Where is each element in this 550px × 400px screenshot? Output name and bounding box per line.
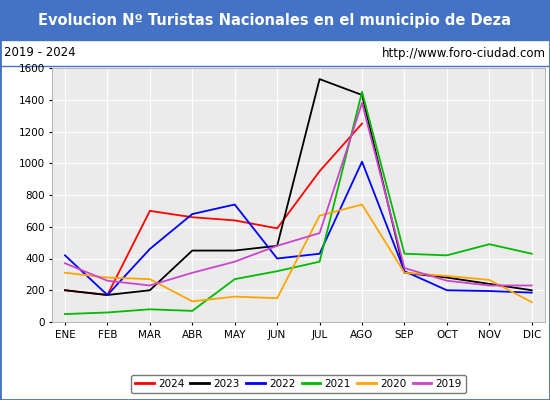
Text: 2019 - 2024: 2019 - 2024 (4, 46, 76, 60)
Text: http://www.foro-ciudad.com: http://www.foro-ciudad.com (382, 46, 546, 60)
Legend: 2024, 2023, 2022, 2021, 2020, 2019: 2024, 2023, 2022, 2021, 2020, 2019 (131, 375, 466, 393)
Text: Evolucion Nº Turistas Nacionales en el municipio de Deza: Evolucion Nº Turistas Nacionales en el m… (39, 14, 512, 28)
